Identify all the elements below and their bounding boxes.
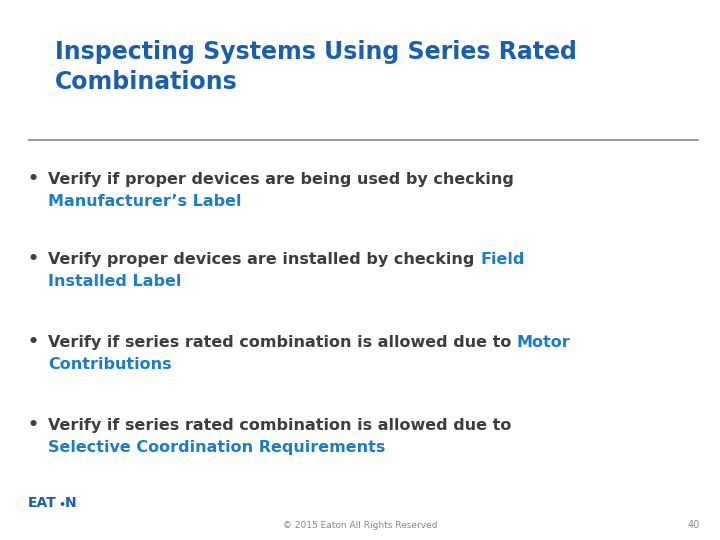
Text: Verify if series rated combination is allowed due to: Verify if series rated combination is al… xyxy=(48,335,517,350)
Text: •: • xyxy=(28,170,39,188)
Text: Contributions: Contributions xyxy=(48,357,171,372)
Text: •: • xyxy=(28,333,39,351)
Text: Inspecting Systems Using Series Rated
Combinations: Inspecting Systems Using Series Rated Co… xyxy=(55,40,577,94)
Text: •: • xyxy=(28,250,39,268)
Text: •: • xyxy=(58,500,65,510)
Text: Installed Label: Installed Label xyxy=(48,274,181,289)
Text: Field: Field xyxy=(480,252,524,267)
Text: N: N xyxy=(65,496,76,510)
Text: Verify if proper devices are being used by checking: Verify if proper devices are being used … xyxy=(48,172,520,187)
Text: Selective Coordination Requirements: Selective Coordination Requirements xyxy=(48,440,385,455)
Text: •: • xyxy=(28,416,39,434)
Text: Verify proper devices are installed by checking: Verify proper devices are installed by c… xyxy=(48,252,480,267)
Text: EAT: EAT xyxy=(28,496,57,510)
Text: Motor: Motor xyxy=(517,335,571,350)
Text: Manufacturer’s Label: Manufacturer’s Label xyxy=(48,194,241,209)
Text: 40: 40 xyxy=(688,520,700,530)
Text: Verify if series rated combination is allowed due to: Verify if series rated combination is al… xyxy=(48,418,511,433)
Text: © 2015 Eaton All Rights Reserved: © 2015 Eaton All Rights Reserved xyxy=(283,521,437,530)
